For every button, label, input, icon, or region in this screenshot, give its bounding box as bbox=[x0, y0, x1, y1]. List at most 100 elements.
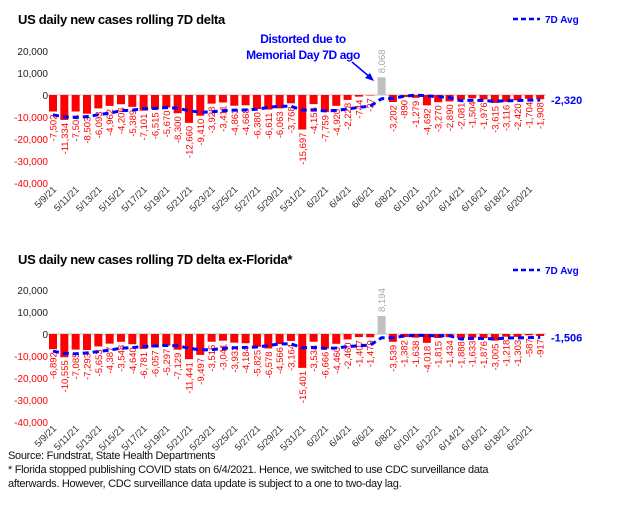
bar bbox=[354, 95, 363, 97]
bar bbox=[241, 334, 250, 344]
bar bbox=[230, 334, 239, 343]
legend-label: 7D Avg bbox=[545, 15, 579, 26]
bar bbox=[196, 95, 205, 116]
bar-value-label: -4,962 bbox=[105, 109, 116, 136]
avg-line bbox=[52, 93, 541, 119]
bar-value-label: -3,270 bbox=[434, 105, 445, 132]
bar bbox=[400, 95, 409, 97]
bar-value-label: -4,640 bbox=[128, 347, 139, 374]
bar-value-label: -2,081 bbox=[456, 103, 467, 130]
bar-value-label: -1,218 bbox=[502, 340, 513, 367]
bar bbox=[128, 95, 137, 107]
bar-value-label: -1,504 bbox=[468, 101, 479, 128]
bar bbox=[207, 95, 216, 104]
x-tick-label: 6/6/21 bbox=[350, 184, 376, 210]
bar-value-label: -2,460 bbox=[343, 342, 354, 369]
bar bbox=[422, 334, 431, 343]
bar bbox=[150, 95, 159, 110]
bar-value-label: -1,479 bbox=[366, 340, 377, 367]
bar-value-label: -3,202 bbox=[388, 105, 399, 132]
bar-value-label: -4,387 bbox=[105, 347, 116, 374]
bar bbox=[264, 334, 273, 349]
y-tick-label: 0 bbox=[42, 330, 48, 341]
bar bbox=[411, 95, 420, 98]
bar bbox=[128, 334, 137, 345]
bar-value-label: -1,908 bbox=[536, 102, 547, 129]
bar-value-label: -3,005 bbox=[490, 344, 501, 371]
bar-value-label: -1,434 bbox=[445, 340, 456, 367]
bar-value-label: -3,164 bbox=[286, 344, 297, 371]
bar-value-label: -8,300 bbox=[173, 116, 184, 143]
bar bbox=[60, 95, 69, 120]
bar bbox=[173, 95, 182, 114]
bar-value-label: -3,411 bbox=[218, 106, 229, 132]
x-tick-label: 6/20/21 bbox=[505, 184, 535, 214]
bar-value-label: -6,611 bbox=[264, 113, 275, 139]
bar bbox=[479, 95, 488, 100]
bar-value-label: -2,890 bbox=[445, 104, 456, 131]
bar bbox=[252, 334, 261, 347]
bar bbox=[105, 334, 114, 344]
bar bbox=[332, 95, 341, 106]
florida-note-line1: * Florida stopped publishing COVID stats… bbox=[8, 464, 489, 476]
bar bbox=[502, 334, 511, 337]
bar bbox=[218, 95, 227, 103]
bar bbox=[434, 95, 443, 103]
avg-line bbox=[52, 333, 541, 356]
bar-value-label: -1,638 bbox=[411, 341, 422, 368]
bar-value-label: -7,101 bbox=[139, 114, 150, 141]
bar-value-label: -7,759 bbox=[320, 115, 331, 142]
bar-value-label: -3,515 bbox=[207, 345, 218, 372]
x-tick-label: 6/6/21 bbox=[350, 423, 376, 449]
x-tick-label: 6/2/21 bbox=[305, 423, 331, 449]
bar-value-label: -9,410 bbox=[196, 119, 207, 146]
bar-value-label: -7,293 bbox=[82, 353, 93, 380]
bar bbox=[252, 95, 261, 110]
bar bbox=[218, 334, 227, 341]
bar bbox=[49, 95, 57, 112]
bar bbox=[422, 95, 431, 106]
x-tick-label: 5/31/21 bbox=[278, 423, 308, 453]
bar-value-label: -1,876 bbox=[479, 341, 490, 368]
y-tick-label: -30,000 bbox=[14, 396, 48, 407]
bar-value-label: -4,155 bbox=[309, 107, 320, 134]
bar bbox=[456, 334, 465, 339]
bar bbox=[60, 334, 69, 358]
bar bbox=[343, 334, 352, 340]
bar-value-label: -3,615 bbox=[490, 106, 501, 133]
bar-value-label: -4,692 bbox=[422, 108, 433, 135]
bar-value-label: -5,670 bbox=[162, 110, 173, 137]
bar bbox=[513, 334, 522, 337]
bar bbox=[298, 95, 307, 130]
bar bbox=[264, 95, 273, 110]
bar-value-label: -4,206 bbox=[116, 107, 127, 134]
y-tick-label: -20,000 bbox=[14, 374, 48, 385]
bar-value-label: -5,297 bbox=[162, 349, 173, 376]
bar bbox=[309, 334, 318, 342]
x-tick-label: 6/20/21 bbox=[505, 423, 535, 453]
bar bbox=[139, 95, 148, 111]
bar-value-label: -3,928 bbox=[207, 107, 218, 134]
bar-value-label: -3,768 bbox=[286, 106, 297, 133]
bar bbox=[536, 334, 545, 337]
bar bbox=[468, 95, 477, 99]
bar bbox=[105, 95, 114, 106]
bar-value-label: 8,194 bbox=[377, 288, 388, 312]
y-tick-label: 10,000 bbox=[17, 308, 48, 319]
bar-value-label: -2,228 bbox=[343, 103, 354, 130]
bar bbox=[162, 334, 171, 346]
bar-value-label: -4,184 bbox=[241, 346, 252, 373]
bar bbox=[275, 95, 284, 109]
bar-value-label: -744 bbox=[354, 100, 365, 119]
bar-value-label: -3,932 bbox=[230, 346, 241, 373]
bar-value-label: -1,704 bbox=[524, 102, 535, 129]
bar-value-label: -11,334 bbox=[60, 123, 71, 155]
bar bbox=[320, 95, 329, 113]
bar-value-label: -587 bbox=[524, 338, 535, 357]
bar bbox=[502, 95, 511, 102]
bar-value-label: -6,063 bbox=[275, 111, 286, 138]
avg-end-label: -1,506 bbox=[551, 332, 582, 344]
y-tick-label: 0 bbox=[42, 91, 48, 102]
bar-value-label: -8,503 bbox=[82, 117, 93, 144]
